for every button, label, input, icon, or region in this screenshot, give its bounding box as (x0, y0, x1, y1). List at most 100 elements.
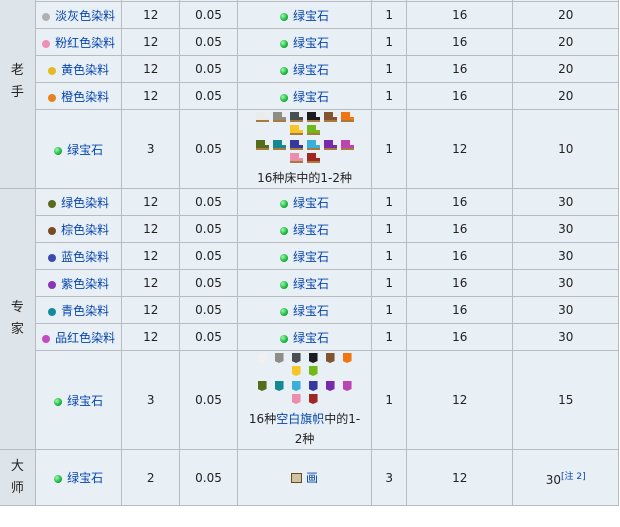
dye-icon (42, 334, 51, 343)
wanted-item-link[interactable]: 橙色染料 (61, 89, 110, 104)
banner-icon (342, 353, 352, 363)
given-quantity: 1 (371, 269, 408, 297)
given-item-link[interactable]: 床 (284, 171, 297, 185)
xp-value: 20 (558, 8, 574, 22)
price-multiplier: 0.05 (179, 242, 238, 270)
wanted-item: 淡灰色染料 (34, 1, 123, 29)
given-item-link[interactable]: 绿宝石 (293, 222, 330, 237)
xp-value: 30 (558, 249, 574, 263)
wanted-quantity: 12 (121, 188, 181, 216)
given-item: 16种空白旗帜中的1-2种 (236, 350, 373, 450)
table-row: 淡灰色染料 12 0.05 绿宝石 1 16 20 (0, 1, 619, 29)
wanted-item-link[interactable]: 蓝色染料 (61, 249, 110, 264)
wanted-item-link[interactable]: 淡灰色染料 (55, 8, 116, 23)
wanted-item-link[interactable]: 绿色染料 (61, 195, 110, 210)
given-quantity: 1 (371, 350, 408, 450)
emerald-icon (54, 397, 63, 406)
wanted-quantity: 12 (121, 215, 181, 243)
given-item-link[interactable]: 画 (306, 471, 319, 485)
wanted-quantity: 12 (121, 28, 181, 56)
emerald-icon (54, 146, 63, 155)
bed-icon (289, 153, 303, 163)
dye-icon (48, 280, 57, 289)
given-item: 绿宝石 (236, 269, 373, 297)
dye-icon (42, 39, 51, 48)
wanted-item-link[interactable]: 黄色染料 (61, 62, 110, 77)
wanted-item-link[interactable]: 粉红色染料 (55, 35, 116, 50)
max-uses: 16 (406, 242, 514, 270)
bed-icon (289, 112, 303, 122)
wanted-item-link[interactable]: 绿宝石 (67, 393, 104, 408)
table-row: 紫色染料 12 0.05 绿宝石 1 16 30 (0, 269, 619, 297)
given-item-link[interactable]: 绿宝石 (293, 35, 330, 50)
dye-icon (48, 253, 57, 262)
bed-icon (289, 125, 303, 135)
bed-icon (255, 140, 269, 150)
table-row: 粉红色染料 12 0.05 绿宝石 1 16 20 (0, 28, 619, 56)
table-row: 青色染料 12 0.05 绿宝石 1 16 30 (0, 296, 619, 324)
banner-icon (274, 353, 284, 363)
wanted-item: 青色染料 (34, 296, 123, 324)
banner-icon (274, 381, 284, 391)
wanted-item: 橙色染料 (34, 82, 123, 110)
given-item-link[interactable]: 绿宝石 (293, 8, 330, 23)
xp-value: 20 (558, 89, 574, 103)
given-quantity: 1 (371, 242, 408, 270)
given-item: 绿宝石 (236, 242, 373, 270)
max-uses: 12 (406, 449, 514, 506)
wanted-item-link[interactable]: 绿宝石 (67, 142, 104, 157)
wanted-item-link[interactable]: 紫色染料 (61, 276, 110, 291)
wanted-quantity: 12 (121, 82, 181, 110)
price-multiplier: 0.05 (179, 323, 238, 351)
max-uses: 16 (406, 323, 514, 351)
xp-value: 30 (558, 222, 574, 236)
banner-icon (342, 381, 352, 391)
emerald-icon (54, 475, 63, 483)
emerald-icon (280, 226, 289, 235)
given-item-link[interactable]: 绿宝石 (293, 330, 330, 345)
painting-icon (291, 473, 303, 483)
wanted-quantity: 12 (121, 242, 181, 270)
wanted-item: 黄色染料 (34, 55, 123, 83)
banner-icon (291, 381, 301, 391)
xp-value: 30 (558, 303, 574, 317)
bed-icon (340, 112, 354, 122)
emerald-icon (280, 199, 289, 208)
given-item-link[interactable]: 绿宝石 (293, 303, 330, 318)
max-uses: 16 (406, 296, 514, 324)
banner-icon (257, 353, 267, 363)
max-uses: 16 (406, 55, 514, 83)
price-multiplier: 0.05 (179, 215, 238, 243)
emerald-icon (280, 39, 289, 48)
given-item-link[interactable]: 绿宝石 (293, 276, 330, 291)
table-row: 黄色染料 12 0.05 绿宝石 1 16 20 (0, 55, 619, 83)
bed-icon (323, 140, 337, 150)
bed-icon (306, 125, 320, 135)
max-uses: 12 (406, 109, 514, 189)
given-item-link[interactable]: 空白旗帜 (276, 412, 325, 426)
wanted-item-link[interactable]: 绿宝石 (67, 471, 104, 485)
price-multiplier: 0.05 (179, 296, 238, 324)
wanted-quantity: 12 (121, 323, 181, 351)
given-item-link[interactable]: 绿宝石 (293, 62, 330, 77)
xp-value: 15 (558, 393, 574, 407)
given-quantity: 1 (371, 323, 408, 351)
banner-icon (325, 353, 335, 363)
table-row: 橙色染料 12 0.05 绿宝石 1 16 20 (0, 82, 619, 110)
given-item-link[interactable]: 绿宝石 (293, 89, 330, 104)
xp-value: 20 (558, 62, 574, 76)
wanted-item-link[interactable]: 棕色染料 (61, 222, 110, 237)
max-uses: 16 (406, 82, 514, 110)
emerald-icon (280, 307, 289, 316)
given-item-link[interactable]: 绿宝石 (293, 249, 330, 264)
dye-icon (48, 226, 57, 235)
max-uses: 16 (406, 215, 514, 243)
emerald-icon (280, 93, 289, 102)
dye-icon (48, 66, 57, 75)
wanted-item-link[interactable]: 品红色染料 (55, 330, 116, 345)
wanted-item: 粉红色染料 (34, 28, 123, 56)
wanted-item-link[interactable]: 青色染料 (61, 303, 110, 318)
given-quantity: 1 (371, 82, 408, 110)
given-item-link[interactable]: 绿宝石 (293, 195, 330, 210)
footnote-link[interactable]: [注 2] (561, 471, 586, 482)
